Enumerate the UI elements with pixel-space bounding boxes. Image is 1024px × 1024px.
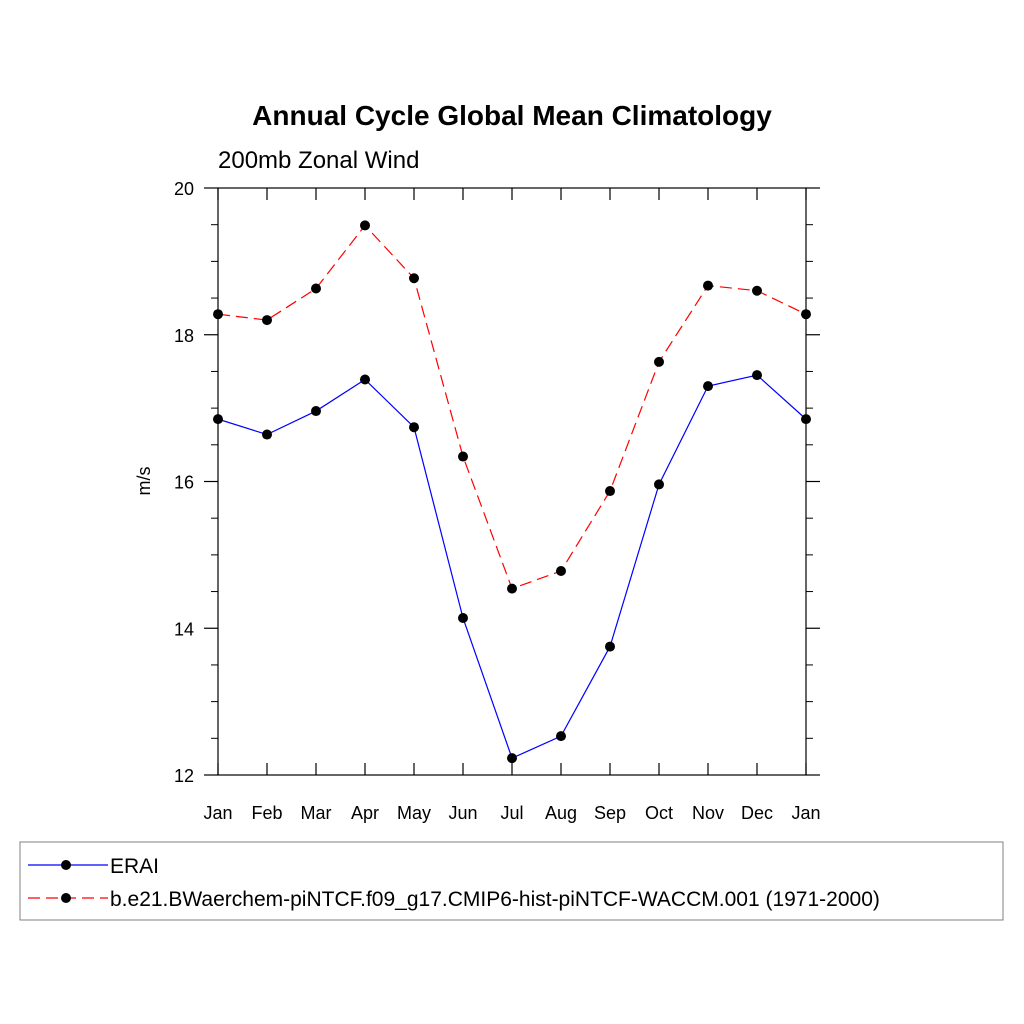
- data-point: [752, 370, 762, 381]
- x-tick-label: Sep: [594, 803, 626, 823]
- x-tick-label: Dec: [741, 803, 773, 823]
- data-point: [556, 566, 566, 577]
- data-point: [605, 486, 615, 497]
- y-tick-label: 12: [174, 766, 194, 786]
- legend-label: b.e21.BWaerchem-piNTCF.f09_g17.CMIP6-his…: [110, 888, 880, 911]
- data-point: [213, 309, 223, 320]
- x-tick-label: Oct: [645, 803, 673, 823]
- x-tick-label: Jun: [448, 803, 477, 823]
- data-point: [556, 731, 566, 742]
- x-tick-label: Feb: [251, 803, 282, 823]
- x-tick-label: Jul: [500, 803, 523, 823]
- data-point: [262, 429, 272, 440]
- legend-box: [19, 841, 1004, 921]
- data-point: [752, 285, 762, 296]
- x-tick-label: Mar: [301, 803, 332, 823]
- legend-label: ERAI: [110, 855, 159, 878]
- data-point: [311, 406, 321, 417]
- x-tick-label: Nov: [692, 803, 724, 823]
- data-point: [703, 280, 713, 291]
- chart-subtitle: 200mb Zonal Wind: [218, 147, 419, 174]
- data-point: [507, 753, 517, 764]
- data-point: [507, 583, 517, 594]
- x-tick-label: Jan: [791, 803, 820, 823]
- legend: ERAI b.e21.BWaerchem-piNTCF.f09_g17.CMIP6…: [19, 841, 1004, 921]
- data-point: [801, 414, 811, 425]
- x-tick-label: Apr: [351, 803, 379, 823]
- series-line-0: [217, 374, 807, 759]
- y-tick-label: 14: [174, 619, 194, 639]
- data-point: [213, 414, 223, 425]
- plot-area: Jan Feb Mar Apr May Jun Jul Aug Sep Oct Nov Dec Jan 1…: [174, 179, 821, 823]
- chart-title: Annual Cycle Global Mean Climatology: [252, 100, 772, 131]
- data-point: [654, 356, 664, 367]
- data-point: [458, 612, 468, 623]
- x-tick-label: Aug: [545, 803, 577, 823]
- y-tick-label: 16: [174, 473, 194, 493]
- data-point: [458, 451, 468, 462]
- data-point: [703, 381, 713, 392]
- data-point: [605, 641, 615, 652]
- data-point: [409, 273, 419, 284]
- data-point: [409, 422, 419, 433]
- x-tick-label: Jan: [203, 803, 232, 823]
- y-tick-label: 18: [174, 326, 194, 346]
- x-tick-label: May: [397, 803, 431, 823]
- data-point: [311, 283, 321, 294]
- series-line-1: [217, 224, 807, 590]
- data-point: [360, 374, 370, 385]
- data-point: [654, 479, 664, 490]
- legend-marker: [61, 860, 71, 870]
- plot-frame: [217, 187, 807, 776]
- data-point: [262, 315, 272, 326]
- y-tick-label: 20: [174, 179, 194, 199]
- data-point: [360, 220, 370, 231]
- y-axis-label: m/s: [134, 467, 154, 496]
- data-point: [801, 309, 811, 320]
- legend-marker: [61, 893, 71, 903]
